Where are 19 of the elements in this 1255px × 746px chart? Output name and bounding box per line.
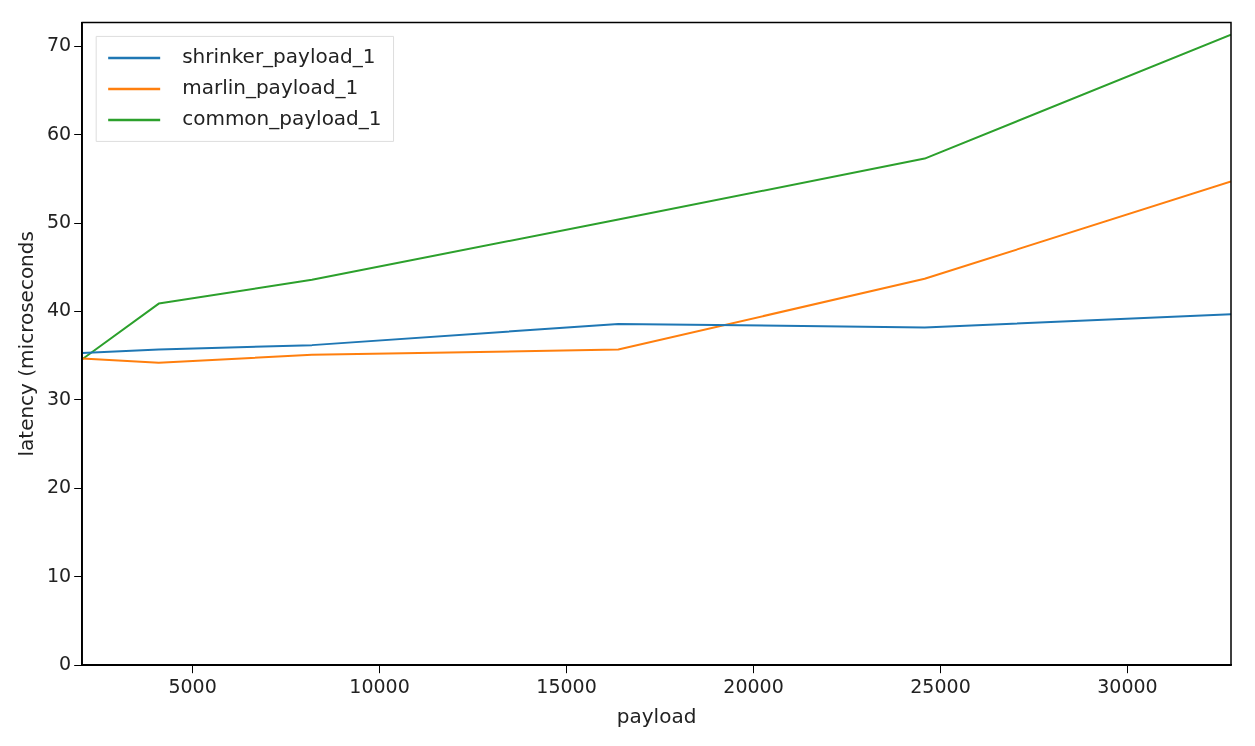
legend-label: shrinker_payload_1 <box>182 44 376 69</box>
y-tick-label: 40 <box>46 298 72 321</box>
x-tick-label: 10000 <box>349 674 410 697</box>
y-tick-label: 10 <box>46 563 72 586</box>
y-tick-label: 60 <box>46 121 72 144</box>
legend-label: marlin_payload_1 <box>182 75 359 100</box>
x-tick-label: 25000 <box>910 674 971 697</box>
y-tick-label: 30 <box>46 386 72 409</box>
y-tick-label: 0 <box>59 652 72 675</box>
x-tick-label: 5000 <box>168 674 217 697</box>
y-axis-title: latency (microseconds <box>14 231 39 457</box>
legend-label: common_payload_1 <box>182 106 382 131</box>
y-tick-label: 70 <box>46 33 72 56</box>
x-tick-label: 15000 <box>536 674 597 697</box>
y-tick-label: 20 <box>46 475 72 498</box>
x-axis-title: payload <box>616 704 697 729</box>
x-tick-label: 30000 <box>1097 674 1158 697</box>
y-tick-label: 50 <box>46 210 72 233</box>
x-tick-label: 20000 <box>723 674 784 697</box>
